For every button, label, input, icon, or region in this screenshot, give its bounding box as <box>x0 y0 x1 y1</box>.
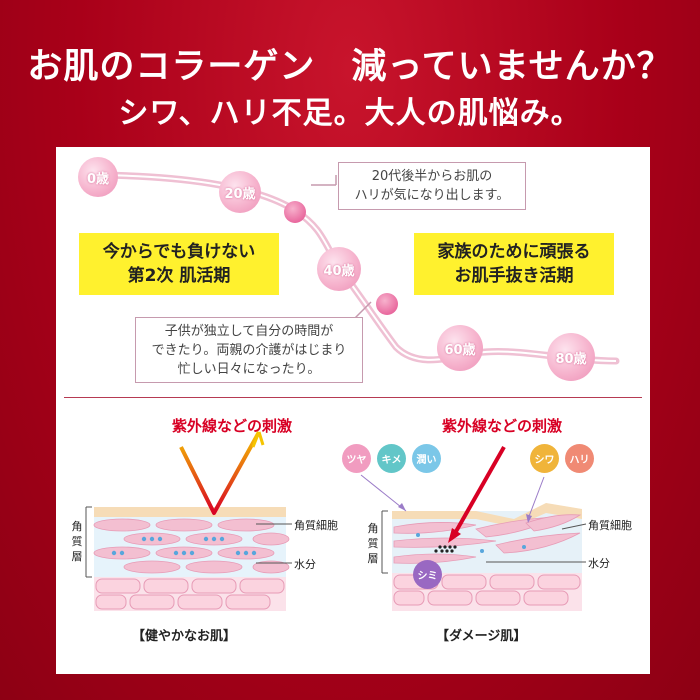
highlight-right-line2: お肌手抜き活期 <box>454 266 574 286</box>
highlight-left-line2: 第2次 肌活期 <box>127 266 231 286</box>
info-panel: 0歳 20歳 40歳 60歳 80歳 20代後半からお肌の ハリが気になり出しま… <box>56 147 650 674</box>
age-node-80: 80歳 <box>547 333 595 381</box>
age-node-60: 60歳 <box>437 325 483 371</box>
age-node-40: 40歳 <box>317 247 361 291</box>
healthy-caption: 【健やかなお肌】 <box>132 629 237 644</box>
note-forties-line3: 忙しい日々になったり。 <box>177 361 321 377</box>
headline-line1: お肌のコラーゲン 減っていませんか？ <box>27 46 673 87</box>
uv-label-damaged: 紫外線などの刺激 <box>442 417 563 435</box>
bubble-moisture: 潤い <box>412 444 441 473</box>
bubble-gloss: ツヤ <box>342 444 371 473</box>
damaged-caption: 【ダメージ肌】 <box>436 629 527 644</box>
note-twenties-line1: 20代後半からお肌の <box>371 169 493 184</box>
bubble-wrinkles: シワ <box>530 444 559 473</box>
cell-label-healthy: 角質細胞 <box>294 519 338 532</box>
uv-label-healthy: 紫外線などの刺激 <box>172 417 293 435</box>
spot-badge: シミ <box>413 560 442 589</box>
bubble-firmness: ハリ <box>565 444 594 473</box>
curve-dot-1 <box>284 201 306 223</box>
healthy-water-layer <box>94 507 286 577</box>
healthy-skin-diagram <box>85 431 292 611</box>
healthy-base-layer <box>94 507 286 611</box>
note-forties-line1: 子供が独立して自分の時間が <box>164 323 334 339</box>
age-node-0: 0歳 <box>78 157 118 197</box>
headline-line2: シワ、ハリ不足。大人の肌悩み。 <box>118 96 582 131</box>
highlight-right-line1: 家族のために頑張る <box>437 242 591 262</box>
highlight-second-skin-care: 今からでも負けない 第2次 肌活期 <box>79 233 279 295</box>
note-forties: 子供が独立して自分の時間が できたり。両親の介護がはじまり 忙しい日々になったり… <box>135 317 363 383</box>
section-divider <box>64 397 642 398</box>
age-node-20: 20歳 <box>219 171 261 213</box>
note-forties-line2: できたり。両親の介護がはじまり <box>151 342 347 358</box>
bubble-texture: キメ <box>377 444 406 473</box>
highlight-left-line1: 今からでも負けない <box>102 242 256 262</box>
note-twenties: 20代後半からお肌の ハリが気になり出します。 <box>338 162 526 210</box>
water-label-healthy: 水分 <box>294 558 316 571</box>
curve-dot-2 <box>376 293 398 315</box>
water-label-damaged: 水分 <box>588 557 610 570</box>
layer-label-healthy: 角質層 <box>71 520 83 563</box>
cell-label-damaged: 角質細胞 <box>588 519 632 532</box>
layer-label-damaged: 角質層 <box>367 522 379 565</box>
note-twenties-line2: ハリが気になり出します。 <box>354 188 510 203</box>
highlight-neglect-period: 家族のために頑張る お肌手抜き活期 <box>414 233 614 295</box>
